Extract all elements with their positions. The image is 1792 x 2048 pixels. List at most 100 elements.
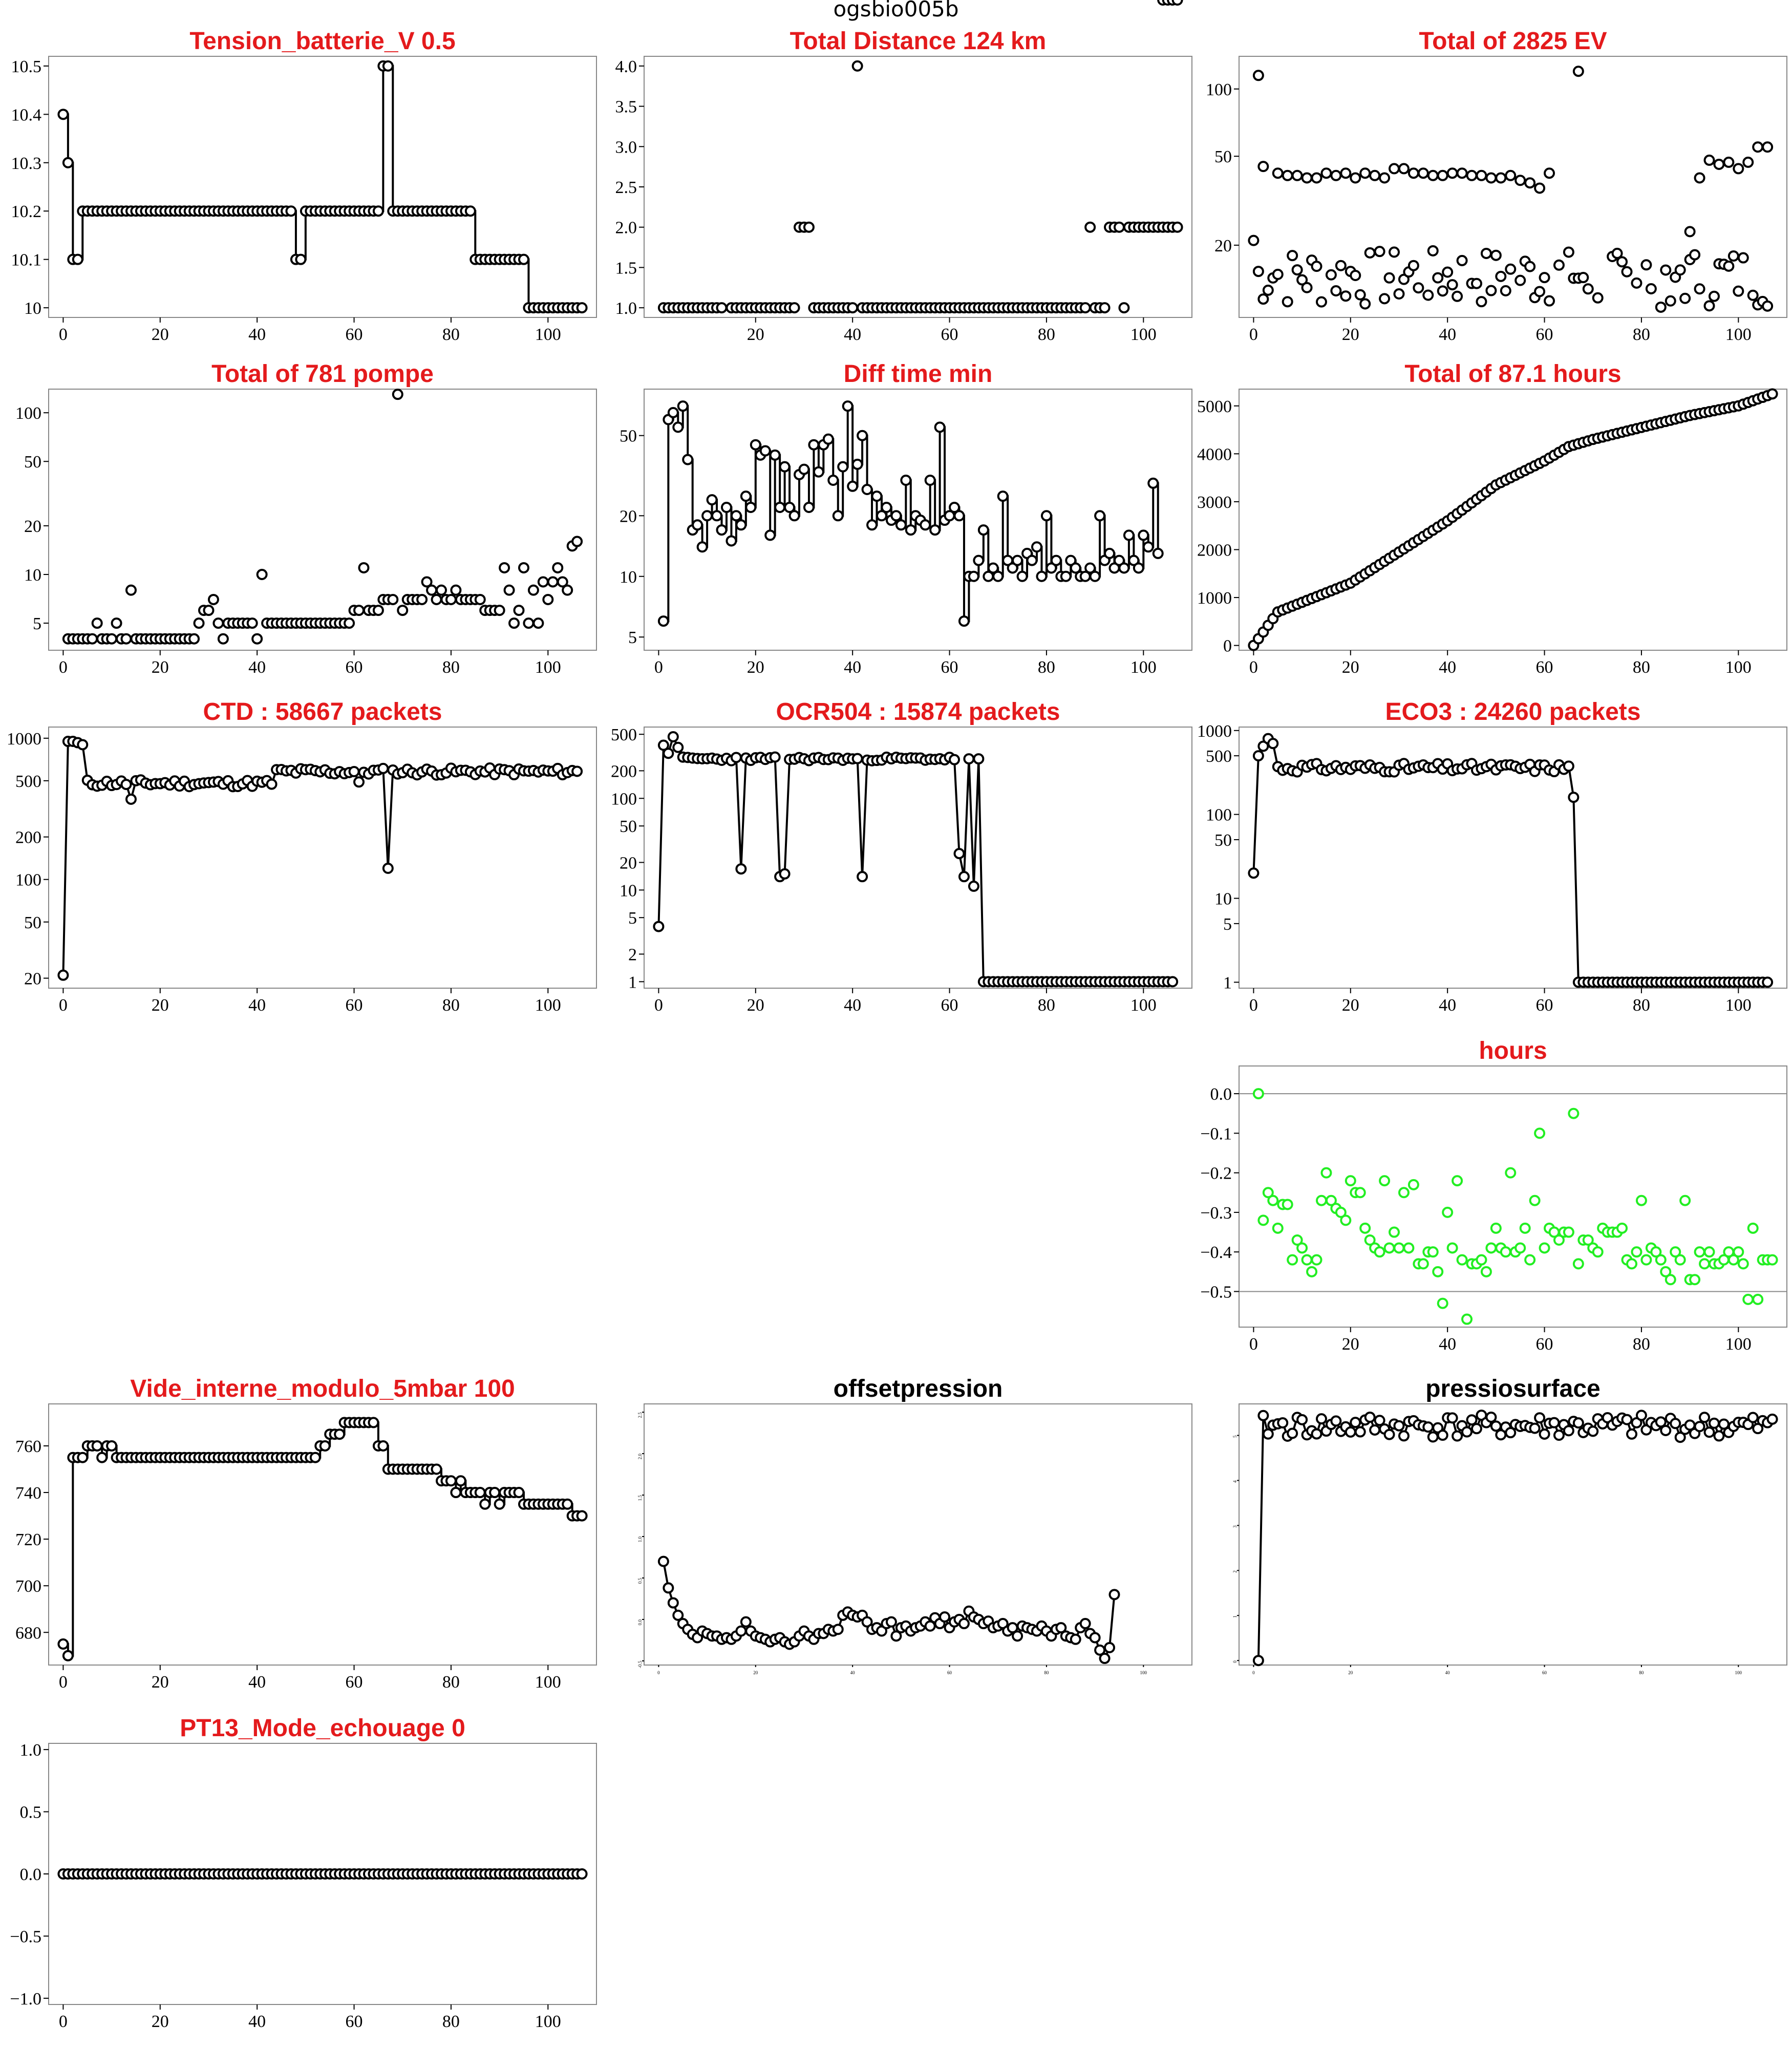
- data-point: [1674, 1432, 1686, 1443]
- data-point: [1737, 1258, 1749, 1270]
- data-point: [1524, 177, 1536, 189]
- data-point: [1762, 141, 1774, 153]
- x-tick-label: 0: [1249, 658, 1258, 677]
- data-point: [1505, 169, 1517, 181]
- data-point: [1070, 562, 1081, 574]
- data-point: [939, 1611, 951, 1623]
- data-point: [1461, 1313, 1473, 1325]
- data-point: [62, 157, 74, 168]
- data-point: [1674, 264, 1686, 276]
- data-point: [851, 458, 863, 470]
- data-point: [1703, 154, 1715, 166]
- data-point: [672, 421, 684, 433]
- data-point: [1374, 246, 1385, 258]
- y-tick-label: 5: [628, 909, 637, 928]
- data-point: [663, 748, 674, 759]
- data-point: [1257, 1214, 1269, 1226]
- y-tick-label: 1.0: [637, 1537, 643, 1543]
- x-tick-label: 60: [1536, 996, 1553, 1015]
- x-tick-label: 40: [1445, 1670, 1450, 1675]
- y-tick-label: 50: [620, 817, 637, 836]
- y-tick-label: 50: [1214, 831, 1232, 850]
- data-point: [1534, 1412, 1546, 1424]
- y-tick-label: 20: [620, 507, 637, 526]
- data-point: [949, 754, 961, 765]
- data-point: [730, 752, 742, 763]
- y-tick-label: 50: [620, 427, 637, 446]
- data-point: [1379, 1175, 1391, 1187]
- x-tick-label: 100: [1725, 325, 1752, 344]
- y-tick-label: 4: [1232, 1480, 1238, 1483]
- x-tick-label: 80: [1038, 996, 1055, 1015]
- data-point: [1563, 1425, 1574, 1437]
- data-point: [1417, 167, 1429, 179]
- data-point: [358, 562, 370, 573]
- data-point: [426, 584, 438, 596]
- data-point: [973, 753, 985, 765]
- data-point: [1665, 1274, 1676, 1286]
- chart-offsetpression: offsetpression 0 20 40 60 80 100 -0.5 0.0 0.5 1.0 1…: [637, 1375, 1192, 1675]
- data-point: [1252, 750, 1264, 762]
- data-point: [1364, 1412, 1376, 1423]
- x-tick-label: 0: [59, 1673, 68, 1692]
- data-point: [1167, 976, 1179, 988]
- x-tick-label: 80: [1633, 325, 1650, 344]
- x-tick-label: 40: [1439, 1335, 1456, 1354]
- data-point: [1359, 167, 1371, 179]
- data-point: [1514, 1242, 1526, 1254]
- data-point: [1534, 1127, 1546, 1139]
- data-point: [1694, 283, 1705, 295]
- data-point: [1350, 172, 1361, 184]
- data-point: [193, 617, 205, 629]
- y-tick-label: 100: [611, 790, 637, 808]
- data-point: [735, 1625, 747, 1637]
- y-tick-label: 200: [611, 762, 637, 781]
- plot-frame: [1239, 1403, 1787, 1666]
- data-point: [1563, 760, 1574, 772]
- y-tick-label: 10.4: [11, 105, 42, 124]
- data-point: [803, 221, 815, 233]
- chart-hours2: hours 0 20 40 60 80 100 0.0 −0.1 −0.2 −0.3 −0.4 −0.5: [1200, 1037, 1787, 1354]
- data-point: [1485, 1242, 1497, 1254]
- data-point: [657, 739, 669, 751]
- data-point: [431, 1463, 442, 1475]
- data-point: [1480, 1266, 1492, 1277]
- data-point: [1330, 1415, 1342, 1427]
- data-point: [1138, 529, 1149, 541]
- data-point: [1655, 1254, 1667, 1266]
- data-point: [1407, 260, 1419, 271]
- data-point: [1060, 570, 1072, 582]
- data-point: [1248, 867, 1260, 879]
- data-point: [1016, 570, 1028, 582]
- data-point: [1374, 1415, 1385, 1426]
- data-point: [207, 593, 219, 605]
- x-tick-label: 0: [1252, 1670, 1255, 1675]
- data-point: [677, 400, 689, 412]
- y-tick-label: 2: [1232, 1570, 1238, 1573]
- data-point: [1118, 302, 1130, 314]
- data-point: [1393, 1420, 1405, 1432]
- x-tick-label: 20: [1342, 996, 1359, 1015]
- data-point: [1252, 266, 1264, 278]
- plot-frame: [644, 56, 1192, 318]
- x-tick-label: 80: [1038, 325, 1055, 344]
- data-point: [711, 510, 723, 522]
- data-point: [1466, 1414, 1478, 1426]
- data-point: [1650, 1246, 1662, 1258]
- data-point: [1539, 1428, 1550, 1440]
- data-point: [1500, 285, 1511, 296]
- data-point: [1252, 70, 1264, 81]
- data-point: [774, 502, 786, 514]
- data-point: [1476, 296, 1487, 308]
- data-point: [435, 584, 447, 596]
- x-tick-label: 60: [346, 658, 363, 677]
- y-tick-label: 740: [15, 1484, 41, 1503]
- data-point: [871, 490, 883, 502]
- data-point: [547, 576, 559, 588]
- data-point: [527, 584, 539, 596]
- data-point: [1539, 272, 1550, 284]
- data-point: [663, 1582, 674, 1594]
- x-tick-label: 80: [1633, 996, 1650, 1015]
- data-point: [1524, 261, 1536, 272]
